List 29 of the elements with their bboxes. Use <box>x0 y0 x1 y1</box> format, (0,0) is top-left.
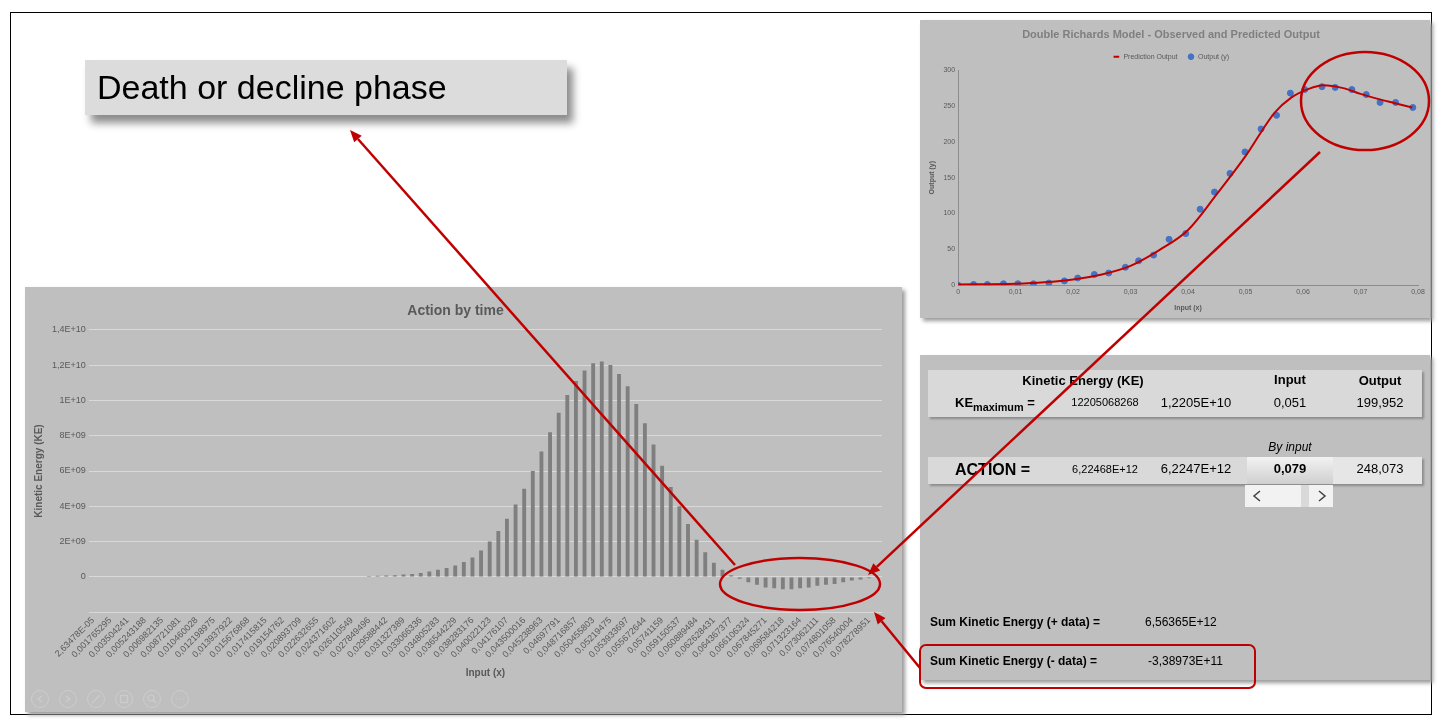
text: 1,2205E+10 <box>1160 395 1232 411</box>
text: 12205068268 <box>1071 396 1139 409</box>
text: 199,952 <box>1356 395 1404 411</box>
y-axis-title: Kinetic Energy (KE) <box>32 424 44 518</box>
x-axis-title: Input (x) <box>465 666 506 678</box>
text: Sum Kinetic Energy (- data) = <box>930 654 1098 669</box>
y-tick-label: 6E+09 <box>59 465 86 476</box>
text: Death or decline phase <box>97 68 447 107</box>
y-tick-label: 2E+09 <box>59 536 86 547</box>
text: 0,079 <box>1273 461 1307 477</box>
chart-title: Action by time <box>407 302 504 319</box>
text: -3,38973E+11 <box>1148 654 1223 669</box>
text: KE$_{maximum}$ = <box>955 395 1035 414</box>
y-tick-label: 8E+09 <box>59 430 86 441</box>
y-tick-label: 0 <box>80 571 86 582</box>
y-tick-label: 1E+10 <box>59 394 86 405</box>
text: Sum Kinetic Energy (+ data) = <box>930 615 1101 630</box>
text: 6,22468E+12 <box>1072 463 1138 476</box>
y-tick-label: 4E+09 <box>59 500 86 511</box>
text: 248,073 <box>1356 461 1404 477</box>
text: Input <box>1274 372 1306 388</box>
text: 6,56365E+12 <box>1145 615 1217 630</box>
text: By input <box>1268 440 1312 455</box>
chart-title: Double Richards Model - Observed and Predicted Output <box>1022 27 1321 40</box>
y-tick-label: 1,2E+10 <box>52 359 86 370</box>
text: Output <box>1358 373 1402 389</box>
text: 6,2247E+12 <box>1160 461 1232 477</box>
y-tick-label: 1,4E+10 <box>52 324 86 335</box>
text: 0,051 <box>1273 395 1307 411</box>
